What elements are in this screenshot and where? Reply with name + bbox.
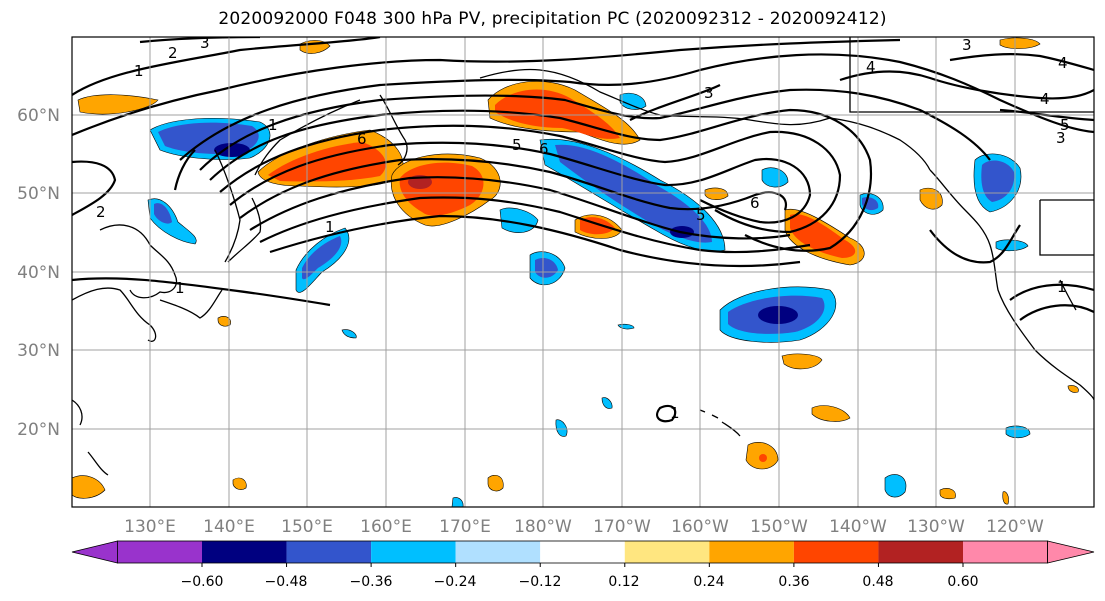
- precip-shading: [72, 37, 1079, 507]
- lat-label: 20°N: [17, 420, 60, 440]
- map-title: 2020092000 F048 300 hPa PV, precipitatio…: [218, 9, 887, 29]
- lon-label: 140°E: [203, 517, 255, 537]
- contour-label: 1: [325, 218, 335, 236]
- lon-axis-labels: 130°E 140°E 150°E 160°E 170°E 180°W 170°…: [124, 517, 1044, 537]
- lon-label: 150°E: [281, 517, 333, 537]
- contour-label: 5: [696, 206, 706, 224]
- map-panel[interactable]: 1 2 3 2 1 1 6 5 6 5 6 4 3 3 4 4 5 3 1 1 …: [72, 34, 1094, 507]
- lat-axis-labels: 60°N 50°N 40°N 30°N 20°N: [17, 106, 60, 440]
- colorbar-segment: [709, 541, 794, 563]
- contour-label: 2: [168, 44, 178, 62]
- colorbar-extend-max: [1047, 540, 1095, 564]
- map-frame: [71, 36, 1095, 508]
- lat-label: 30°N: [17, 341, 60, 361]
- lon-label: 130°W: [907, 517, 965, 537]
- contour-label: 3: [962, 36, 972, 54]
- lon-label: 130°E: [124, 517, 176, 537]
- colorbar-segment: [286, 541, 372, 563]
- colorbar-outline: [117, 540, 1048, 564]
- colorbar-tick-label: −0.24: [434, 574, 477, 590]
- colorbar-segment: [202, 541, 287, 563]
- colorbar-tick-label: −0.48: [265, 574, 308, 590]
- contour-labels: 1 2 3 2 1 1 6 5 6 5 6 4 3 3 4 4 5 3 1 1 …: [96, 34, 1070, 422]
- lat-label: 60°N: [17, 106, 60, 126]
- lon-label: 160°W: [671, 517, 729, 537]
- graticule: [72, 37, 1094, 507]
- colorbar-segment: [540, 541, 625, 563]
- colorbar-extend-min: [71, 540, 118, 564]
- contour-label: 1: [1057, 278, 1067, 296]
- colorbar-segment: [117, 541, 202, 563]
- colorbar-tick-label: 0.60: [947, 574, 978, 590]
- colorbar-segment: [455, 541, 541, 563]
- lon-label: 170°E: [439, 517, 491, 537]
- contour-label: 4: [1058, 54, 1068, 72]
- lon-label: 180°W: [514, 517, 572, 537]
- colorbar-segment: [963, 541, 1048, 563]
- contour-label: 3: [704, 84, 714, 102]
- colorbar: [71, 540, 1095, 567]
- contour-label: 6: [539, 140, 549, 158]
- colorbar-tick-label: 0.36: [778, 574, 809, 590]
- lon-label: 170°W: [593, 517, 651, 537]
- lon-label: 120°W: [986, 517, 1044, 537]
- contour-label: 1: [134, 62, 144, 80]
- contour-label: 6: [357, 130, 367, 148]
- lat-label: 50°N: [17, 184, 60, 204]
- coastlines: [72, 37, 1094, 476]
- contour-label: 2: [96, 203, 106, 221]
- contour-label: 5: [1060, 116, 1070, 134]
- colorbar-tick-label: 0.12: [608, 574, 639, 590]
- lon-label: 150°W: [750, 517, 808, 537]
- colorbar-segment: [624, 541, 710, 563]
- lat-label: 40°N: [17, 263, 60, 283]
- lon-label: 160°E: [360, 517, 412, 537]
- contour-label: 5: [512, 136, 522, 154]
- colorbar-tick-labels: −0.60 −0.48 −0.36 −0.24 −0.12 0.12 0.24 …: [181, 574, 979, 590]
- contour-label: 3: [200, 34, 210, 52]
- contour-label: 4: [1040, 90, 1050, 108]
- colorbar-tick-label: 0.24: [693, 574, 724, 590]
- contour-label: 1: [175, 279, 185, 297]
- colorbar-tick-label: 0.48: [862, 574, 893, 590]
- colorbar-segment: [878, 541, 963, 563]
- contour-label: 1: [268, 116, 278, 134]
- colorbar-tick-label: −0.12: [519, 574, 562, 590]
- colorbar-segment: [371, 541, 456, 563]
- contour-label: 1: [670, 404, 680, 422]
- lon-label: 140°W: [829, 517, 887, 537]
- colorbar-tick-label: −0.36: [350, 574, 393, 590]
- contour-label: 6: [750, 194, 760, 212]
- colorbar-tick-label: −0.60: [181, 574, 224, 590]
- contour-label: 4: [866, 58, 876, 76]
- pv-contours: [72, 37, 1094, 423]
- contour-label: 3: [1056, 129, 1066, 147]
- colorbar-segment: [793, 541, 879, 563]
